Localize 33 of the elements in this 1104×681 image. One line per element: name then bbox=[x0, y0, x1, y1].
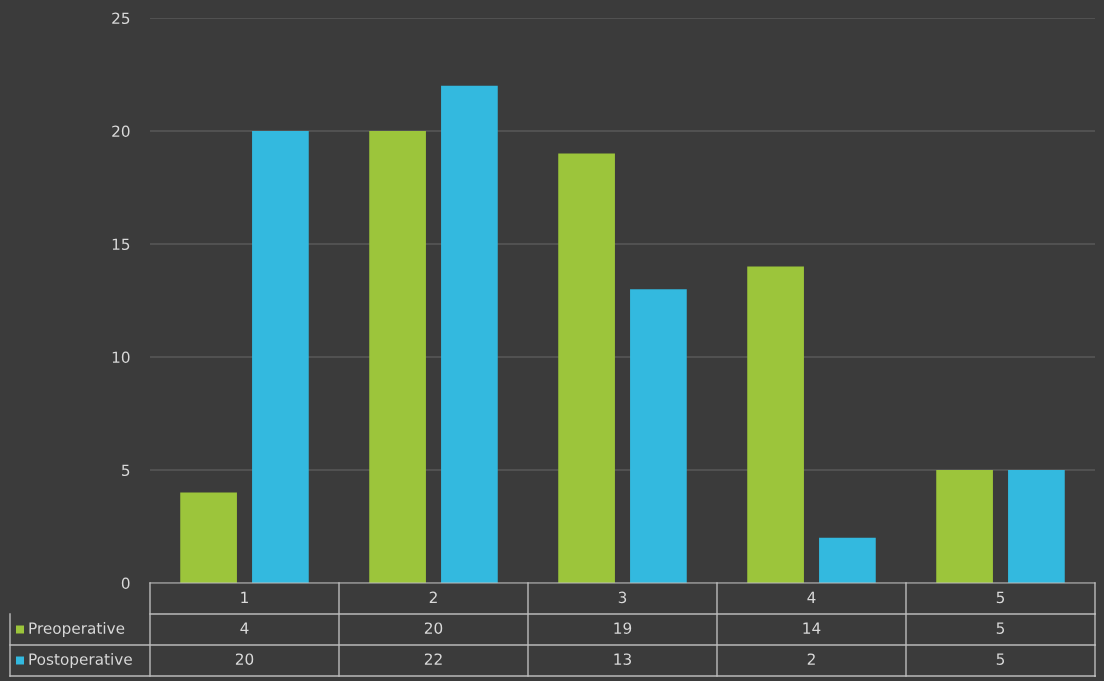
data-label: 22 bbox=[424, 653, 442, 665]
bar bbox=[369, 131, 426, 583]
data-label: 2 bbox=[807, 653, 815, 665]
y-tick-label: 20 bbox=[112, 125, 130, 138]
data-label: 4 bbox=[240, 622, 249, 634]
bar bbox=[630, 289, 687, 583]
x-tick-label: 2 bbox=[429, 591, 437, 603]
y-tick-label: 15 bbox=[112, 238, 130, 251]
legend-label: Postoperative bbox=[29, 653, 132, 668]
x-tick-label: 4 bbox=[807, 591, 816, 603]
data-label: 5 bbox=[996, 622, 1005, 634]
bar bbox=[180, 492, 237, 583]
bar bbox=[1008, 470, 1065, 583]
legend-label: Preoperative bbox=[29, 622, 125, 637]
x-tick-label: 3 bbox=[618, 591, 627, 604]
data-label: 20 bbox=[235, 653, 254, 665]
bar bbox=[819, 537, 876, 583]
data-label: 13 bbox=[614, 653, 631, 665]
bar bbox=[441, 85, 498, 583]
data-label: 19 bbox=[614, 622, 632, 634]
y-tick-label: 0 bbox=[121, 577, 130, 590]
y-tick-label: 25 bbox=[112, 12, 130, 25]
x-tick-label: 5 bbox=[996, 591, 1005, 604]
x-tick-label: 1 bbox=[241, 591, 248, 603]
bar bbox=[252, 131, 309, 583]
data-label: 5 bbox=[996, 653, 1005, 665]
bar bbox=[747, 266, 804, 583]
bar bbox=[558, 153, 615, 583]
y-tick-label: 10 bbox=[112, 351, 130, 364]
bar bbox=[936, 470, 993, 583]
y-tick-label: 5 bbox=[122, 464, 130, 477]
data-label: 20 bbox=[424, 622, 443, 634]
data-label: 14 bbox=[803, 622, 821, 634]
